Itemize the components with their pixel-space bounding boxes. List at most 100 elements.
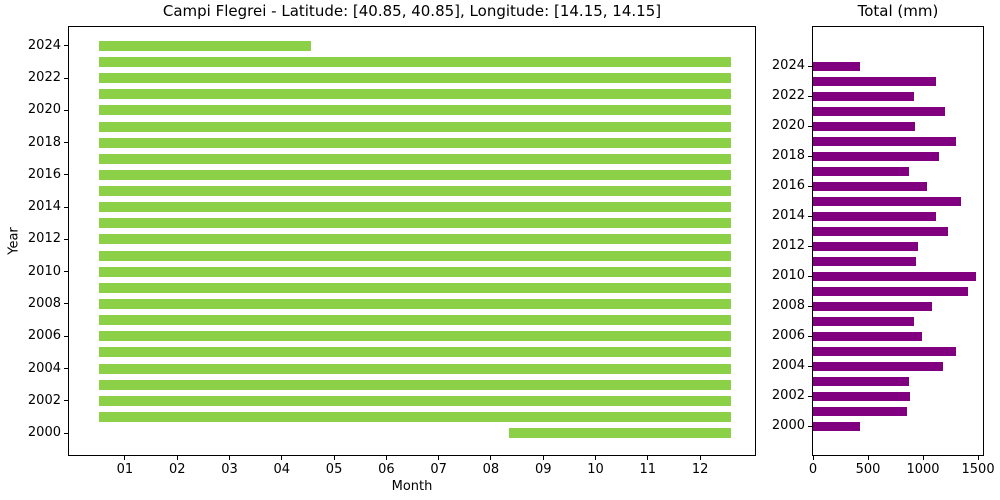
y-tick <box>808 65 812 67</box>
x-tick-label: 02 <box>168 462 186 477</box>
y-tick-label: 2002 <box>27 392 61 408</box>
x-tick-label: 03 <box>221 462 238 477</box>
y-tick-label: 2024 <box>27 37 61 53</box>
bar-2021 <box>98 89 732 100</box>
totals-chart-title: Total (mm) <box>857 2 939 20</box>
y-tick-label: 2024 <box>771 58 805 74</box>
x-tick <box>977 456 979 460</box>
bar-2018 <box>98 137 732 148</box>
y-tick <box>808 155 812 157</box>
bar-2004 <box>813 361 944 371</box>
bar-2012 <box>98 234 732 245</box>
bar-2002 <box>813 391 911 401</box>
y-tick-label: 2018 <box>27 134 61 150</box>
y-tick <box>808 395 812 397</box>
bar-2009 <box>813 286 969 296</box>
bar-2005 <box>98 347 732 358</box>
y-tick-label: 2004 <box>771 358 805 374</box>
y-tick-label: 2006 <box>27 328 61 344</box>
x-tick <box>229 456 231 460</box>
y-tick <box>808 335 812 337</box>
x-tick-label: 07 <box>430 462 447 477</box>
bar-2002 <box>98 395 732 406</box>
x-tick <box>281 456 283 460</box>
x-tick-label: 08 <box>482 462 500 477</box>
bar-2001 <box>98 411 732 422</box>
y-tick <box>808 185 812 187</box>
y-tick-label: 2010 <box>27 263 61 279</box>
bar-2019 <box>813 136 957 146</box>
y-tick-label: 2006 <box>771 328 805 344</box>
y-tick-label: 2020 <box>771 118 805 134</box>
y-tick-label: 2014 <box>27 199 61 215</box>
y-tick <box>64 271 68 273</box>
bar-2020 <box>813 121 916 131</box>
bar-2024 <box>98 40 311 51</box>
y-axis-label-year: Year <box>6 227 22 255</box>
bar-2017 <box>98 153 732 164</box>
bar-2023 <box>813 76 937 86</box>
bar-2005 <box>813 346 957 356</box>
bar-2019 <box>98 121 732 132</box>
y-tick <box>808 245 812 247</box>
x-tick-label: 01 <box>116 462 134 477</box>
bar-2013 <box>98 218 732 229</box>
x-tick-label: 05 <box>325 462 343 477</box>
x-tick-label: 06 <box>378 462 395 477</box>
y-tick-label: 2004 <box>27 360 61 376</box>
bar-2016 <box>813 181 928 191</box>
bar-2022 <box>813 91 915 101</box>
x-tick <box>542 456 544 460</box>
coverage-chart-axes: 01 02 03 04 05 06 07 08 09 10 11 12 2000 2002 2004 2006… <box>28 26 756 477</box>
x-tick <box>438 456 440 460</box>
y-tick <box>64 238 68 240</box>
y-tick-label: 2022 <box>771 88 805 104</box>
bar-2001 <box>813 406 907 416</box>
y-tick <box>64 109 68 111</box>
x-tick <box>922 456 924 460</box>
y-tick-label: 2014 <box>771 208 805 224</box>
bar-2017 <box>813 166 910 176</box>
x-tick-label: 1000 <box>906 462 940 477</box>
y-tick <box>808 125 812 127</box>
x-tick <box>385 456 387 460</box>
bar-2014 <box>98 202 732 213</box>
x-tick <box>490 456 492 460</box>
y-tick-label: 2018 <box>771 148 805 164</box>
y-tick <box>64 174 68 176</box>
y-tick-label: 2012 <box>771 238 805 254</box>
x-tick-label: 04 <box>273 462 291 477</box>
totals-chart-axes: 0 500 1000 1500 2000 2002 2004 2006 2008 2010 2012… <box>772 26 995 477</box>
x-tick-label: 11 <box>639 462 657 477</box>
bar-2012 <box>813 241 918 251</box>
bar-2000 <box>813 421 860 431</box>
bar-2011 <box>813 256 917 266</box>
x-tick <box>699 456 701 460</box>
x-tick <box>647 456 649 460</box>
bar-2006 <box>813 331 923 341</box>
x-tick <box>867 456 869 460</box>
bar-2003 <box>98 379 732 390</box>
bar-2006 <box>98 331 732 342</box>
y-tick-label: 2008 <box>27 295 61 311</box>
y-tick <box>808 95 812 97</box>
x-tick-label: 1500 <box>961 462 995 477</box>
bar-2010 <box>98 266 732 277</box>
y-tick-label: 2010 <box>771 268 805 284</box>
y-tick <box>808 275 812 277</box>
x-axis-label-month: Month <box>391 479 433 494</box>
bar-2011 <box>98 250 732 261</box>
y-tick-label: 2000 <box>27 425 61 441</box>
bar-2013 <box>813 226 949 236</box>
y-tick <box>808 305 812 307</box>
y-tick-label: 2012 <box>27 231 61 247</box>
x-tick-label: 10 <box>587 462 604 477</box>
bar-2004 <box>98 363 732 374</box>
bar-2016 <box>98 169 732 180</box>
coverage-chart-title: Campi Flegrei - Latitude: [40.85, 40.85]… <box>162 2 662 20</box>
bar-2000 <box>509 428 732 439</box>
x-tick <box>595 456 597 460</box>
y-tick <box>64 432 68 434</box>
y-tick <box>64 400 68 402</box>
